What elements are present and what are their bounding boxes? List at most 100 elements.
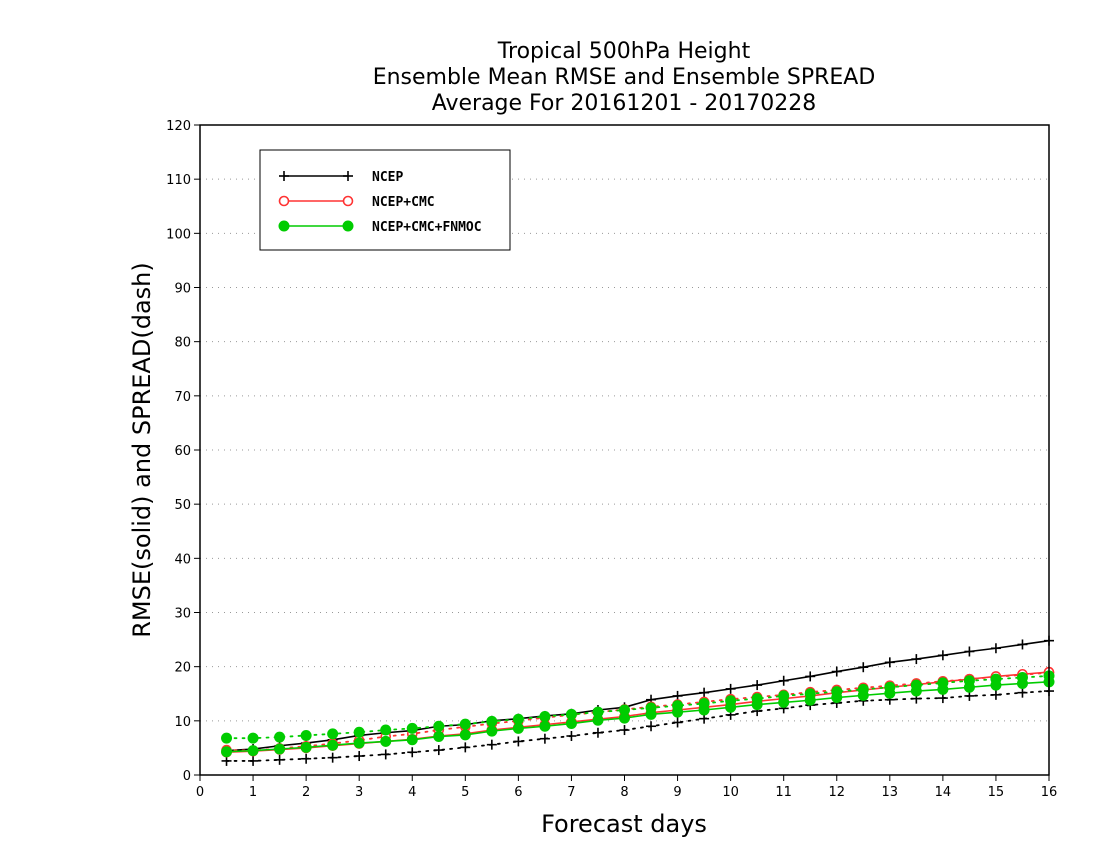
- y-tick-label: 110: [166, 173, 191, 188]
- x-tick-label: 14: [935, 785, 952, 800]
- x-tick-label: 3: [355, 785, 363, 800]
- legend-marker: [279, 171, 289, 181]
- spread-point: [327, 752, 338, 763]
- x-tick-label: 16: [1041, 785, 1058, 800]
- spread-point: [433, 745, 444, 756]
- rmse-point: [911, 654, 922, 665]
- rmse-point: [406, 734, 418, 746]
- rmse-point: [459, 729, 471, 741]
- spread-point: [539, 711, 551, 722]
- rmse-line-ncep: [226, 639, 1050, 752]
- spread-point: [300, 729, 312, 741]
- x-tick-label: 6: [514, 785, 522, 800]
- rmse-point: [353, 737, 365, 749]
- spread-point: [353, 726, 365, 738]
- chart-title: Tropical 500hPa Height Ensemble Mean RMS…: [373, 39, 876, 116]
- rmse-point: [831, 666, 842, 677]
- rmse-point: [858, 662, 869, 673]
- x-axis-title: Forecast days: [541, 810, 707, 838]
- rmse-point: [990, 679, 1002, 691]
- title-line-2: Ensemble Mean RMSE and Ensemble SPREAD: [373, 65, 876, 90]
- rmse-point: [857, 689, 869, 701]
- legend-item: NCEP+CMC: [278, 195, 435, 210]
- rmse-point: [884, 657, 895, 668]
- series-layer: [221, 635, 1055, 766]
- rmse-point: [884, 687, 896, 699]
- spread-point: [539, 733, 550, 744]
- y-tick-label: 10: [174, 715, 191, 730]
- spread-point: [247, 732, 259, 744]
- rmse-point: [778, 696, 790, 708]
- rmse-point: [274, 743, 286, 755]
- y-tick-label: 50: [174, 498, 191, 513]
- legend-label: NCEP+CMC+FNMOC: [372, 220, 482, 235]
- spread-point: [407, 747, 418, 758]
- rmse-point: [831, 692, 843, 704]
- series-ncep-cmc-fnmoc: [221, 670, 1055, 758]
- y-tick-label: 70: [174, 390, 191, 405]
- rmse-point: [990, 643, 1001, 654]
- x-tick-label: 2: [302, 785, 310, 800]
- spread-point: [248, 755, 259, 766]
- spread-point: [433, 720, 445, 732]
- rmse-point: [380, 735, 392, 747]
- x-axis-ticks: 0 1 2 3 4 5 6 7 8 9 10 11 12 13 14 15 16: [196, 775, 1057, 800]
- rmse-point: [910, 685, 922, 697]
- rmse-point: [433, 731, 445, 743]
- spread-point: [512, 713, 524, 725]
- rmse-point: [645, 708, 657, 720]
- spread-point: [646, 721, 657, 732]
- x-tick-label: 12: [828, 785, 845, 800]
- spread-point: [274, 754, 285, 765]
- spread-point: [566, 731, 577, 741]
- legend-label: NCEP: [372, 170, 403, 185]
- rmse-point: [937, 650, 948, 661]
- plot-frame: [199, 124, 1050, 776]
- spread-point: [221, 732, 233, 744]
- rmse-point: [300, 741, 312, 753]
- rmse-point: [964, 646, 975, 657]
- x-tick-label: 8: [620, 785, 628, 800]
- y-tick-label: 40: [174, 552, 191, 567]
- spread-point: [990, 689, 1001, 700]
- spread-point: [380, 724, 392, 736]
- spread-point: [459, 718, 471, 730]
- rmse-point: [805, 671, 816, 682]
- x-tick-label: 9: [673, 785, 681, 800]
- spread-point: [672, 717, 683, 728]
- spread-point: [380, 749, 391, 760]
- rmse-point: [1016, 677, 1028, 689]
- spread-point: [221, 755, 232, 766]
- rmse-line-ncep-cmc: [226, 671, 1050, 754]
- spread-point: [486, 715, 498, 727]
- rmse-point: [752, 680, 763, 691]
- rmse-point: [512, 722, 524, 734]
- rmse-point: [725, 701, 737, 713]
- rmse-point: [937, 683, 949, 695]
- spread-line-ncep: [225, 690, 1050, 762]
- rmse-point: [672, 690, 683, 701]
- legend-box: [259, 149, 511, 251]
- x-tick-label: 11: [775, 785, 792, 800]
- spread-point: [327, 728, 339, 740]
- y-tick-label: 30: [174, 607, 191, 622]
- rmse-point: [778, 675, 789, 686]
- x-tick-label: 1: [249, 785, 257, 800]
- y-tick-label: 90: [174, 282, 191, 297]
- spread-point: [354, 751, 365, 762]
- x-tick-label: 10: [722, 785, 739, 800]
- rmse-point: [699, 687, 710, 698]
- legend-marker: [342, 195, 354, 207]
- rmse-point: [565, 718, 577, 730]
- legend: NCEP NCEP+CMC NCEP+CMC+FNMOC: [259, 149, 511, 251]
- x-tick-label: 0: [196, 785, 204, 800]
- title-line-3: Average For 20161201 - 20170228: [432, 91, 817, 116]
- spread-point: [486, 739, 497, 750]
- y-tick-label: 120: [166, 119, 191, 134]
- rmse-point: [698, 704, 710, 716]
- rmse-point: [486, 725, 498, 737]
- legend-item: NCEP+CMC+FNMOC: [278, 220, 482, 235]
- x-tick-label: 5: [461, 785, 469, 800]
- spread-point: [565, 708, 577, 720]
